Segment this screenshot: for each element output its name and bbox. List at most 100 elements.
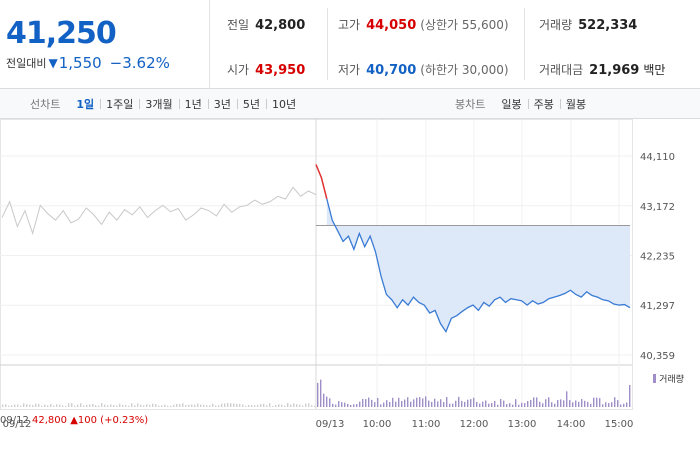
line-chart-label: 선차트: [30, 98, 61, 111]
volume-bar: [374, 402, 376, 407]
volume-bar: [116, 405, 118, 407]
x-tick-label: 15:00: [605, 419, 634, 430]
volume-bar: [431, 401, 433, 407]
price-change-row: 전일대비 ▼ 1,550 −3.62%: [6, 54, 170, 72]
volume-bar: [578, 401, 580, 407]
lower-limit-text: (하한가 30,000): [420, 63, 509, 77]
volume-bar: [335, 404, 337, 407]
volume-bar: [68, 403, 70, 407]
stat-volume: 거래량 522,334: [539, 16, 637, 33]
volume-bar: [599, 398, 601, 407]
volume-bar: [14, 404, 16, 407]
volume-legend: 거래량: [653, 372, 684, 385]
x-tick-label: 09/12: [3, 419, 32, 430]
volume-bar: [53, 405, 55, 407]
tab-5year[interactable]: 5년: [236, 96, 266, 112]
tab-weekly-candle[interactable]: 주봉: [527, 96, 560, 112]
stats-divider: [524, 8, 525, 80]
volume-bar: [554, 403, 556, 407]
stat-value: 522,334: [578, 18, 638, 33]
x-tick-label: 13:00: [508, 419, 537, 430]
volume-bar: [575, 400, 577, 407]
volume-bar: [122, 404, 124, 407]
volume-legend-label: 거래량: [659, 375, 684, 385]
volume-bar: [251, 404, 253, 407]
volume-bar: [272, 405, 274, 407]
volume-bar: [245, 405, 247, 407]
change-percent: −3.62%: [109, 54, 170, 72]
prev-change-pct: (+0.23%): [100, 415, 149, 426]
volume-bar: [137, 403, 139, 407]
volume-bar: [536, 397, 538, 407]
volume-bar: [8, 405, 10, 407]
volume-bar: [194, 404, 196, 407]
y-tick-label: 43,172: [640, 202, 675, 213]
volume-bar: [539, 401, 541, 407]
stat-value: 40,700: [366, 63, 417, 78]
stat-low: 저가 40,700 (하한가 30,000): [338, 61, 509, 78]
volume-bar: [587, 401, 589, 407]
volume-bar: [470, 399, 472, 407]
volume-bar: [149, 404, 151, 407]
tab-10year[interactable]: 10년: [266, 96, 302, 112]
volume-bar: [386, 400, 388, 407]
volume-bar: [311, 405, 313, 407]
volume-bar: [197, 403, 199, 407]
volume-bar: [11, 405, 13, 407]
volume-bar: [584, 400, 586, 407]
volume-bar: [26, 404, 28, 407]
stat-label: 시가: [227, 63, 250, 77]
y-tick-label: 44,110: [640, 152, 675, 163]
volume-bar: [317, 382, 319, 407]
quote-header: 41,250 전일대비 ▼ 1,550 −3.62% 전일 42,800 시가 43…: [0, 0, 700, 89]
volume-bar: [200, 404, 202, 407]
volume-bar: [422, 398, 424, 407]
volume-bar: [344, 402, 346, 407]
tab-1year[interactable]: 1년: [178, 96, 208, 112]
volume-bar: [113, 405, 115, 407]
volume-bar: [494, 400, 496, 407]
volume-bar: [380, 404, 382, 407]
change-label: 전일대비: [6, 57, 47, 70]
volume-bar: [86, 404, 88, 407]
tab-daily-candle[interactable]: 일봉: [501, 98, 522, 111]
volume-bar: [368, 397, 370, 407]
prev-day-info: 09/12 42,800 ▲100 (+0.23%): [0, 415, 148, 426]
volume-bar: [332, 403, 334, 407]
volume-bar: [362, 398, 364, 407]
volume-bar: [323, 393, 325, 407]
volume-bar: [209, 405, 211, 407]
tab-1day[interactable]: 1일: [76, 98, 95, 111]
tab-1week[interactable]: 1주일: [100, 96, 139, 112]
volume-bar: [530, 399, 532, 407]
tab-3year[interactable]: 3년: [207, 96, 237, 112]
chart-canvas: 44,110 43,172 42,235 41,297 40,359 09/12 09/13…: [0, 119, 675, 430]
volume-bar: [308, 403, 310, 407]
volume-bar: [50, 403, 52, 407]
quote-stats: 전일 42,800 시가 43,950 고가 44,050 (상한가 55,600) 저…: [211, 0, 700, 89]
line-chart-tabs: 선차트 1일 1주일 3개월 1년 3년 5년 10년: [30, 89, 302, 119]
volume-swatch: [653, 374, 657, 383]
volume-bar: [404, 399, 406, 407]
volume-bar: [572, 402, 574, 407]
tab-3month[interactable]: 3개월: [139, 96, 178, 112]
volume-bar: [551, 402, 553, 407]
volume-bar: [377, 397, 379, 407]
volume-bar: [167, 405, 169, 407]
volume-bar: [17, 404, 19, 407]
volume-bar: [560, 399, 562, 407]
volume-bar: [155, 404, 157, 407]
tab-monthly-candle[interactable]: 월봉: [559, 96, 592, 112]
x-tick-label: 12:00: [460, 419, 489, 430]
volume-bar: [338, 401, 340, 407]
volume-bar: [326, 396, 328, 407]
volume-bar: [74, 405, 76, 407]
stat-value: 42,800: [255, 18, 306, 33]
stat-label: 거래량: [539, 18, 573, 32]
volume-bar: [77, 404, 79, 407]
volume-bar: [182, 403, 184, 407]
prev-day-line: [1, 186, 317, 236]
volume-bar: [173, 404, 175, 407]
volume-bar: [83, 405, 85, 407]
stats-divider: [327, 8, 328, 80]
